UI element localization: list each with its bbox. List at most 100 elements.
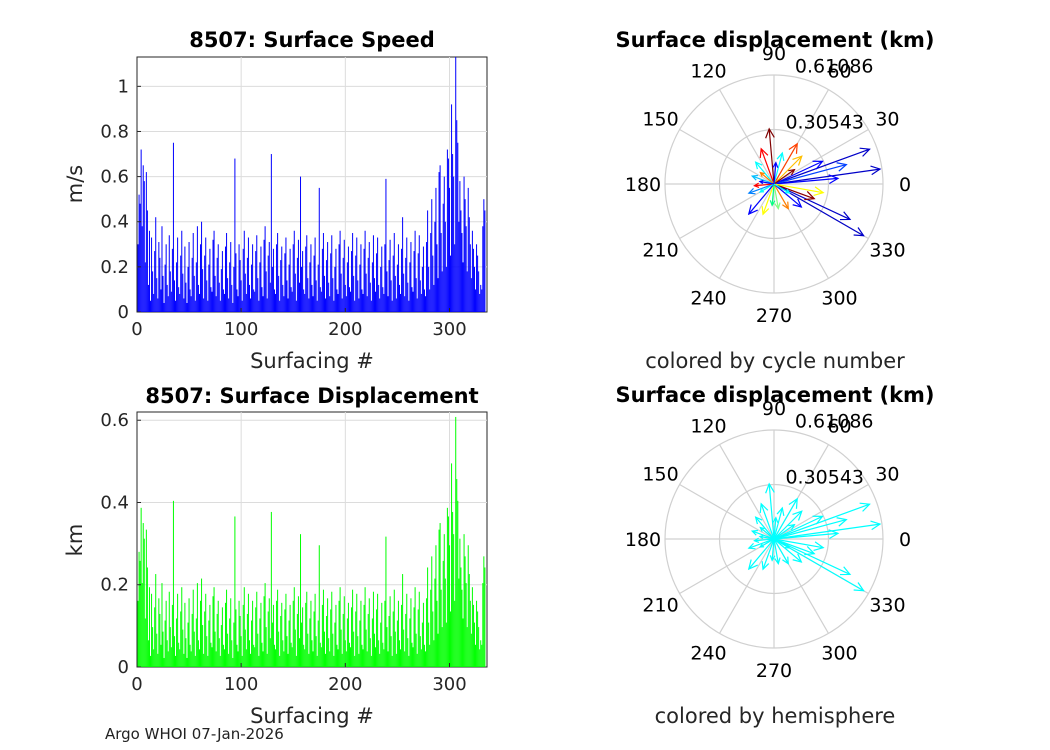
speed-bar [420,293,422,312]
polar1-vector [773,147,871,185]
disp-bar [352,589,354,667]
disp-bar [252,600,254,667]
disp-bar [166,640,168,667]
disp-bar [243,587,245,667]
disp-bar [480,640,482,667]
disp-bar [351,607,353,667]
speed-bar [246,257,248,312]
speed-bar [323,275,325,312]
speed-bar [428,266,430,312]
polar1-vector-shaft [773,183,824,194]
disp-bar [327,598,329,667]
disp-bar [357,636,359,667]
polar1-vector [773,183,803,208]
disp-bar [210,642,212,667]
speed-bar [429,289,431,312]
disp-bar [164,620,166,667]
disp-bar [185,638,187,667]
disp-bar [356,593,358,667]
disp-bar [431,556,433,667]
speed-bar [241,300,243,312]
polar-cycle-number: Surface displacement (km) colored by cyc… [615,28,934,373]
speed-bar [245,293,247,312]
speed-bar [291,291,293,312]
polar2-vector [753,537,775,544]
speed-bar [214,275,216,312]
speed-bar [137,244,139,312]
speed-bar [264,226,266,312]
disp-bar [376,609,378,667]
speed-bar [368,242,370,312]
speed-bar [286,280,288,312]
disp-bar [436,600,438,667]
disp-bar [398,640,400,667]
polar2-vector-shaft [773,538,815,555]
speed-bar [213,230,215,312]
disp-bar [477,611,479,667]
disp-bar [260,602,262,667]
speed-bar [209,248,211,312]
speed-bar [451,104,453,313]
disp-bar [237,651,239,667]
polar1-vector-shaft [773,183,851,220]
disp-bar [161,583,163,667]
polar2-spoke [679,538,775,595]
speed-bars [137,57,486,313]
speed-bar [173,280,175,312]
disp-title: 8507: Surface Displacement [145,384,478,408]
speed-bar [364,230,366,312]
polar1-vector [773,183,816,201]
speed-bar [478,271,480,312]
disp-bar [328,638,330,667]
polar1-vector-head [788,142,798,154]
disp-bar [448,545,450,667]
disp-xtick-label: 100 [224,674,258,695]
disp-bar [295,655,297,667]
speed-bar [411,287,413,312]
polar2-vector-shaft [768,483,775,540]
polar1-vector [758,179,775,185]
speed-bar [151,237,153,312]
polar1-vector-head [836,162,848,172]
disp-bar [165,600,167,667]
disp-bar [412,647,414,667]
disp-bar [184,602,186,667]
speed-bar [397,244,399,312]
disp-bar [475,644,477,667]
polar1-vector [773,155,803,185]
polar2-theta-label: 210 [642,595,678,617]
disp-bar [239,616,241,667]
speed-bar [189,289,191,312]
speed-bar [464,199,466,312]
speed-bar [326,260,328,312]
speed-bar [311,284,313,312]
disp-bar [178,642,180,667]
speed-bar [457,142,459,312]
speed-bar [200,244,202,312]
polar1-theta-label: 210 [642,240,678,262]
disp-bar [173,636,175,667]
speed-bar [266,298,268,312]
disp-bar [453,534,455,667]
speed-ytick-label: 1 [118,76,129,97]
polar2-vector [773,497,798,540]
speed-bar [473,266,475,312]
polar1-vector-head [750,174,759,181]
speed-bar [482,226,484,312]
speed-bar [170,291,172,312]
speed-bar [293,230,295,312]
polar1-theta-label: 150 [642,109,678,131]
disp-bar [478,627,480,667]
disp-bar [443,534,445,667]
speed-bar [351,251,353,312]
disp-bar [360,600,362,667]
speed-bar [337,293,339,312]
polar1-vector-head [853,227,865,237]
disp-bar [213,587,215,667]
speed-bar [305,246,307,312]
disp-bar [411,642,413,667]
speed-bar [472,248,474,312]
speed-ytick-label: 0.2 [100,257,129,278]
speed-bar [206,280,208,312]
polar2-vector-shaft [773,538,789,565]
